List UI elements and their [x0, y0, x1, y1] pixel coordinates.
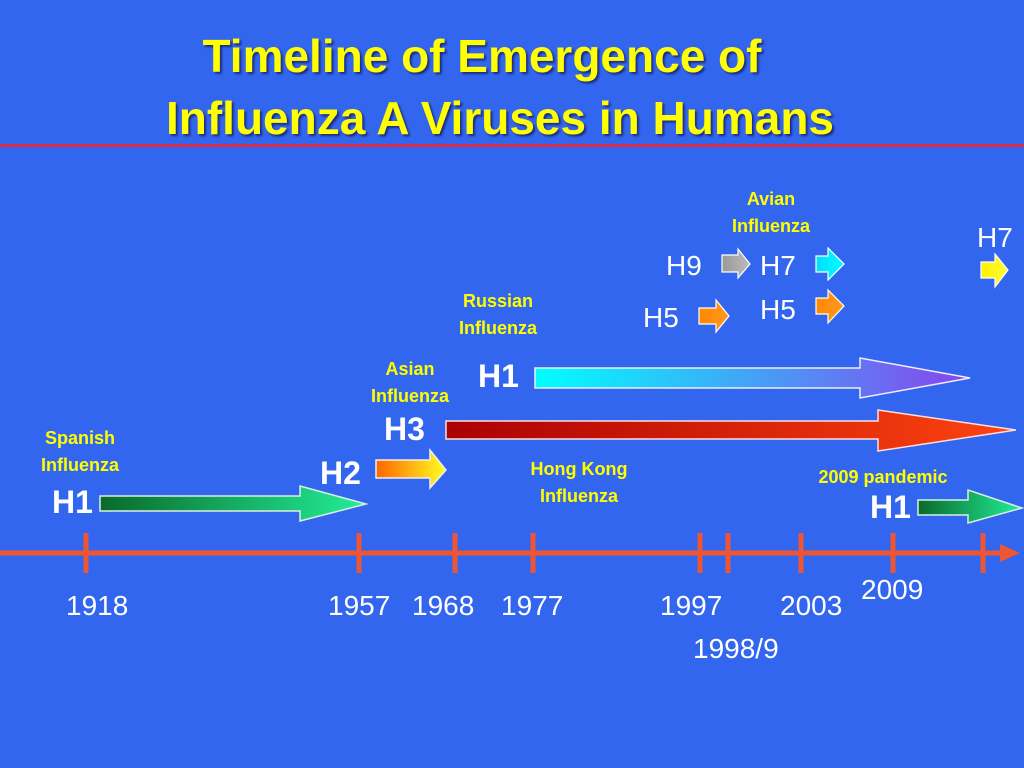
subtype-h1-2009: H1: [870, 489, 911, 525]
year-1957: 1957: [328, 590, 391, 621]
subtype-h3-1968: H3: [384, 411, 425, 447]
label-russian-influenza: Russian Influenza: [458, 291, 537, 338]
subtype-h1-1977: H1: [478, 358, 519, 394]
arrow-h3-1968: [445, 409, 1017, 452]
title-underline: [0, 144, 1024, 147]
subtype-h2-1957: H2: [320, 455, 361, 491]
arrow-h1-2009: [917, 488, 1024, 524]
year-1977: 1977: [501, 590, 564, 621]
arrow-h9-1998: [721, 247, 751, 280]
year-2003: 2003: [780, 590, 843, 621]
label-2009-pandemic: 2009 pandemic: [818, 467, 948, 487]
year-1998-9: 1998/9: [693, 633, 779, 664]
arrow-h7-2003: [815, 246, 845, 282]
label-asian-influenza: Asian Influenza: [370, 359, 449, 406]
title-line-2: Influenza A Viruses in Humans: [165, 92, 834, 144]
subtype-h5-2003: H5: [760, 294, 796, 325]
subtype-h7-2003: H7: [760, 250, 796, 281]
arrow-h5-2003: [815, 288, 845, 325]
subtype-h9-1998: H9: [666, 250, 702, 281]
arrow-h1-1977: [534, 357, 971, 399]
subtype-h1-1918: H1: [52, 484, 93, 520]
arrow-h2-1957: [375, 447, 447, 490]
title-line-1: Timeline of Emergence of: [202, 30, 762, 82]
label-avian-influenza: Avian Influenza: [731, 189, 810, 236]
arrow-h1-1918: [99, 485, 369, 522]
arrow-h7-edge: [980, 252, 1009, 289]
timeline-arrowhead: [1000, 544, 1020, 562]
timeline-ticks: [83, 533, 986, 573]
subtype-h5-1997: H5: [643, 302, 679, 333]
arrow-h5-1997: [698, 298, 730, 334]
year-1997: 1997: [660, 590, 723, 621]
year-1968: 1968: [412, 590, 475, 621]
year-1918: 1918: [66, 590, 129, 621]
year-2009: 2009: [861, 574, 924, 605]
label-spanish-influenza: Spanish Influenza: [40, 428, 119, 475]
label-hong-kong-influenza: Hong Kong Influenza: [530, 459, 628, 506]
subtype-h7-edge: H7: [977, 222, 1013, 253]
